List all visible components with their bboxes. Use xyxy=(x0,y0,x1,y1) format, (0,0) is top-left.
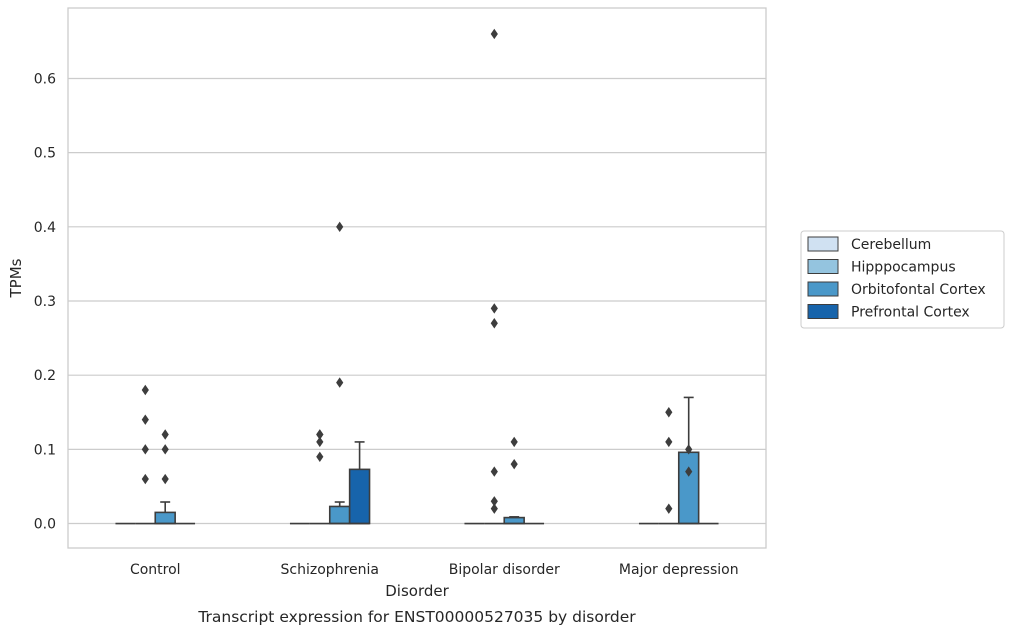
legend-swatch xyxy=(807,259,839,274)
outlier-point xyxy=(141,444,149,455)
y-tick-label: 0.5 xyxy=(34,146,56,162)
boxes xyxy=(115,28,719,525)
legend-entry: Prefrontal Cortex xyxy=(807,304,970,321)
y-tick-label: 0.4 xyxy=(34,220,56,236)
legend-label: Cerebellum xyxy=(851,237,931,253)
box-group xyxy=(658,407,679,525)
outlier-point xyxy=(490,28,498,40)
outlier-point xyxy=(161,429,169,440)
box-group xyxy=(309,429,330,525)
x-tick-label: Bipolar disorder xyxy=(449,562,560,578)
y-tick-label: 0.3 xyxy=(34,294,56,310)
y-axis-title: TPMs xyxy=(7,258,25,298)
box-group xyxy=(348,441,371,525)
outlier-point xyxy=(510,458,518,470)
legend-label: Prefrontal Cortex xyxy=(851,305,970,321)
outlier-point xyxy=(665,436,673,448)
legend-swatch xyxy=(807,281,839,297)
outlier-point xyxy=(336,377,344,388)
figure-caption: Transcript expression for ENST0000052703… xyxy=(197,608,636,626)
x-tick-label: Control xyxy=(130,562,181,578)
outlier-point xyxy=(141,414,149,425)
outlier-point xyxy=(665,503,673,514)
y-tick-label: 0.1 xyxy=(34,442,56,458)
y-tick-label: 0.0 xyxy=(34,517,56,533)
outlier-point xyxy=(490,466,498,477)
y-tick-label: 0.2 xyxy=(34,368,56,384)
legend-label: Hipppocampus xyxy=(851,260,956,276)
outlier-point xyxy=(161,444,169,455)
box xyxy=(503,516,525,525)
x-axis-title: Disorder xyxy=(385,582,449,600)
box-group xyxy=(503,436,525,525)
outlier-point xyxy=(141,473,149,485)
outlier-point xyxy=(161,473,169,485)
outlier-point xyxy=(141,384,149,396)
box-group xyxy=(135,384,156,525)
legend-entry: Cerebellum xyxy=(807,236,931,253)
x-tick-label: Schizophrenia xyxy=(281,562,379,578)
legend: Cerebellum Hipppocampus Orbitofontal Corte… xyxy=(800,230,1005,329)
box-group xyxy=(484,28,505,525)
plot-frame xyxy=(67,7,767,549)
box xyxy=(328,505,351,525)
tick-labels: 0.0 0.1 0.2 0.3 0.4 0.5 0.6 Control Schizophreni… xyxy=(34,71,739,578)
legend-swatch xyxy=(807,236,839,252)
legend-entry: Hipppocampus xyxy=(807,259,956,276)
box-group xyxy=(677,396,700,525)
legend-frame xyxy=(800,230,1005,329)
outlier-point xyxy=(665,407,673,418)
legend-swatch xyxy=(807,304,839,319)
outlier-point xyxy=(316,451,324,462)
box xyxy=(348,468,371,525)
outlier-point xyxy=(316,429,324,440)
outlier-point xyxy=(490,303,498,314)
outlier-point xyxy=(490,318,498,329)
outlier-point xyxy=(685,466,693,477)
box xyxy=(154,511,176,525)
x-tick-label: Major depression xyxy=(619,562,739,578)
y-tick-label: 0.6 xyxy=(34,71,56,87)
box-group xyxy=(154,429,176,525)
legend-entry: Orbitofontal Cortex xyxy=(807,281,986,298)
outlier-point xyxy=(490,503,498,514)
outlier-point xyxy=(510,436,518,448)
outlier-point xyxy=(316,436,324,448)
box xyxy=(677,451,700,525)
outlier-point xyxy=(685,444,693,455)
legend-label: Orbitofontal Cortex xyxy=(851,282,986,298)
outlier-point xyxy=(336,221,344,233)
outlier-point xyxy=(490,496,498,507)
